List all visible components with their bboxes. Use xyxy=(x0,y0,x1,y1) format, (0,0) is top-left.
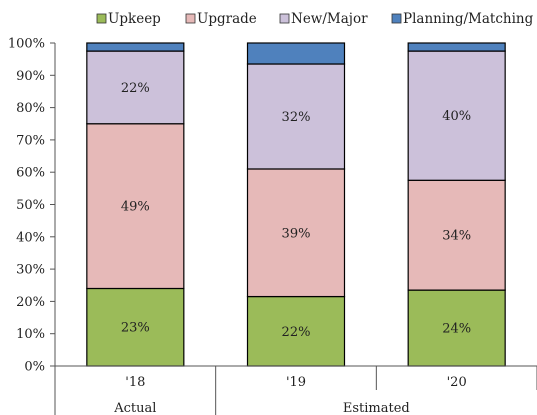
legend-swatch xyxy=(97,14,106,23)
data-label: 22% xyxy=(121,81,150,96)
y-tick-label: 90% xyxy=(16,69,45,84)
legend: Upkeep Upgrade New/Major Planning/Matching xyxy=(97,11,534,27)
legend-swatch xyxy=(392,14,401,23)
y-axis: 0% 10% 20% 30% 40% 50% 60% 70% 80% 90% 100% xyxy=(8,37,55,375)
legend-label: Upgrade xyxy=(197,11,257,27)
data-label: 39% xyxy=(282,226,311,241)
y-tick-label: 80% xyxy=(16,101,45,116)
x-axis: '18 '19 '20 Actual Estimated xyxy=(55,366,537,415)
y-tick-label: 70% xyxy=(16,133,45,148)
data-label: 40% xyxy=(442,109,471,124)
x-tick-label: '20 xyxy=(447,375,467,390)
y-tick-label: 50% xyxy=(16,198,45,213)
bars: 23% 49% 22% 22% 39% 32% 24% 34% 40% xyxy=(87,43,505,366)
legend-label: Planning/Matching xyxy=(403,11,534,27)
bar-segment xyxy=(408,43,505,51)
data-label: 49% xyxy=(121,200,150,215)
x-group-label: Estimated xyxy=(343,401,410,415)
legend-label: Upkeep xyxy=(108,11,161,27)
bar-segment xyxy=(87,43,184,51)
legend-label: New/Major xyxy=(291,11,368,27)
y-tick-label: 0% xyxy=(24,360,45,375)
legend-swatch xyxy=(280,14,289,23)
data-label: 22% xyxy=(282,325,311,340)
bar-segment xyxy=(248,43,345,64)
data-label: 24% xyxy=(442,322,471,337)
data-label: 32% xyxy=(282,110,311,125)
y-tick-label: 30% xyxy=(16,263,45,278)
x-tick-label: '19 xyxy=(286,375,306,390)
legend-swatch xyxy=(186,14,195,23)
y-tick-label: 20% xyxy=(16,295,45,310)
data-label: 34% xyxy=(442,229,471,244)
x-tick-label: '18 xyxy=(125,375,145,390)
x-group-label: Actual xyxy=(113,401,156,415)
y-tick-label: 40% xyxy=(16,230,45,245)
y-tick-label: 60% xyxy=(16,166,45,181)
data-label: 23% xyxy=(121,321,150,336)
y-tick-label: 100% xyxy=(8,37,45,52)
y-tick-label: 10% xyxy=(16,327,45,342)
